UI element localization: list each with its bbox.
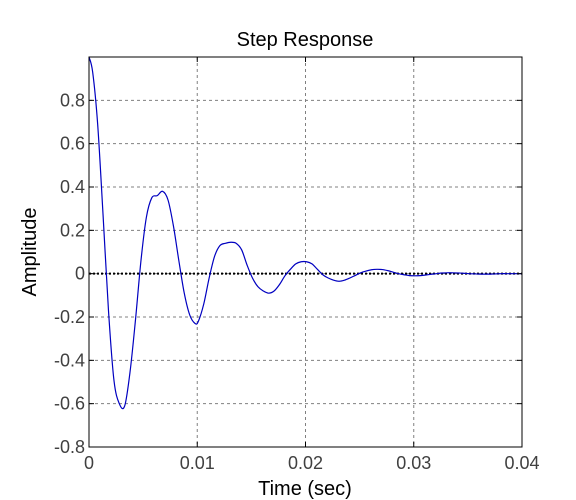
x-tick-label: 0.03	[396, 453, 431, 473]
y-tick-label: 0.2	[60, 220, 85, 240]
y-tick-label: 0.6	[60, 134, 85, 154]
x-tick-label: 0	[84, 453, 94, 473]
y-tick-label: 0.8	[60, 90, 85, 110]
y-tick-label: 0	[75, 264, 85, 284]
x-tick-label: 0.01	[180, 453, 215, 473]
y-tick-label: 0.4	[60, 177, 85, 197]
y-axis-title: Amplitude	[19, 208, 41, 297]
y-tick-label: -0.6	[54, 394, 85, 414]
x-tick-label: 0.02	[288, 453, 323, 473]
x-tick-label: 0.04	[504, 453, 539, 473]
x-axis-title: Time (sec)	[258, 478, 352, 500]
chart-title: Step Response	[237, 29, 374, 51]
series-layer	[88, 56, 522, 410]
y-tick-label: -0.2	[54, 307, 85, 327]
step-response-line	[88, 56, 522, 410]
y-tick-label: -0.4	[54, 350, 85, 370]
y-tick-label: -0.8	[54, 437, 85, 457]
axis-ticks: 0 0.01 0.02 0.03 0.04 -0.8 -0.6 -0.4 -0.2 0 0.2 0.4…	[54, 57, 540, 473]
